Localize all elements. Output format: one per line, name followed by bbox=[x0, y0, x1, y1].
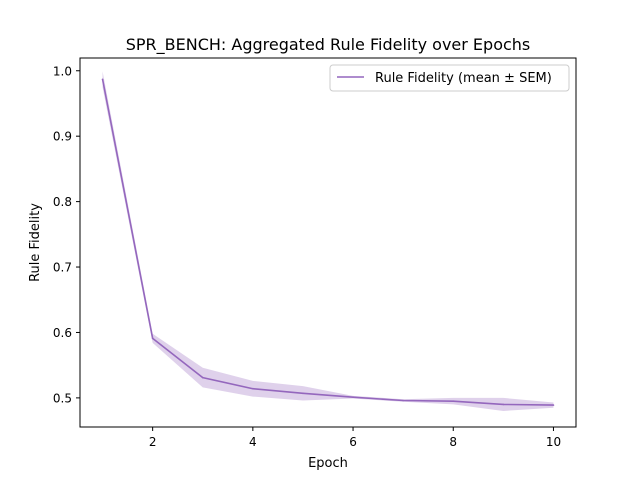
y-tick-label: 1.0 bbox=[53, 64, 72, 78]
series-line-rule-fidelity bbox=[101, 79, 554, 406]
x-axis-label: Epoch bbox=[308, 456, 348, 471]
y-tick-label: 0.7 bbox=[53, 261, 72, 275]
data-point bbox=[552, 404, 555, 406]
data-point bbox=[302, 392, 304, 395]
legend-box bbox=[329, 64, 570, 92]
data-point bbox=[402, 399, 404, 402]
y-tick-label: 0.5 bbox=[53, 391, 72, 405]
y-axis-ticks: 0.5 0.6 0.7 0.8 0.9 1.0 bbox=[53, 64, 80, 405]
data-point bbox=[151, 337, 154, 340]
y-tick-label: 0.6 bbox=[53, 326, 72, 340]
x-tick-label: 10 bbox=[546, 435, 561, 449]
x-axis-ticks: 2 4 6 8 10 bbox=[149, 427, 561, 449]
x-tick-label: 2 bbox=[149, 435, 157, 449]
data-point bbox=[252, 387, 254, 390]
y-tick-label: 0.8 bbox=[53, 195, 72, 209]
legend: Rule Fidelity (mean ± SEM) bbox=[329, 64, 570, 92]
data-point bbox=[201, 376, 204, 379]
axes-frame bbox=[79, 57, 577, 428]
y-tick-label: 0.9 bbox=[53, 130, 72, 144]
x-tick-label: 6 bbox=[349, 435, 357, 449]
y-axis-label: Rule Fidelity bbox=[28, 203, 43, 282]
data-point bbox=[101, 78, 104, 81]
plot-area bbox=[79, 57, 577, 428]
x-tick-label: 4 bbox=[249, 435, 257, 449]
x-tick-label: 8 bbox=[449, 435, 457, 449]
series-line-layer bbox=[101, 78, 555, 406]
data-point bbox=[352, 396, 354, 399]
data-point bbox=[502, 403, 505, 406]
data-point bbox=[452, 400, 455, 402]
legend-label: Rule Fidelity (mean ± SEM) bbox=[375, 71, 552, 86]
chart-title: SPR_BENCH: Aggregated Rule Fidelity over… bbox=[126, 35, 531, 55]
